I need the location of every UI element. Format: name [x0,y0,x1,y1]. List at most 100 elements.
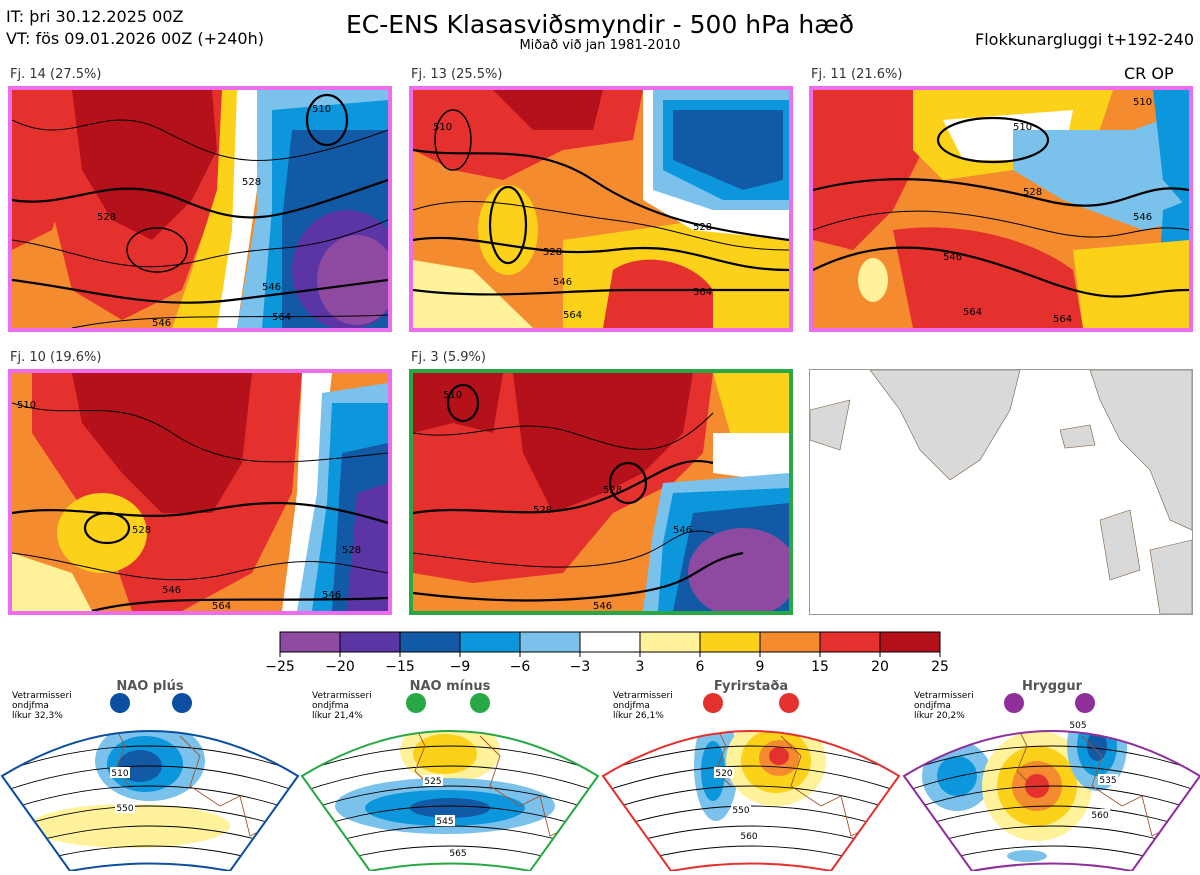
coastline [479,735,571,837]
contour-label-bg [435,815,455,826]
regime-contour-label: 560 [1091,811,1108,821]
contour-label-bg [731,804,751,815]
colorbar-segment [759,631,821,653]
contour-label: 528 [1023,187,1042,198]
valid-time: VT: fös 09.01.2026 00Z (+240h) [6,29,264,48]
contour-label-bg [1068,719,1088,730]
colorbar-segment [339,631,401,653]
british-isles-landmass [1099,509,1141,581]
colorbar-tick-label: −20 [325,659,355,675]
coastline [409,731,431,787]
contour-label: 564 [212,601,231,611]
scandinavia-landmass [1089,370,1192,531]
regime-dot [703,693,723,713]
contour-label-bg [1090,809,1110,820]
height-contour [12,402,388,463]
anomaly-field [673,110,783,190]
colorbar-segment [399,631,461,653]
cr-op-label: CR OP [1124,64,1174,83]
regime-season: Vetrarmisseri [914,691,974,701]
regime-dot [1075,693,1095,713]
regime-dot [406,693,426,713]
coastline [1011,731,1033,787]
coastline [780,735,872,837]
contour-label: 528 [342,545,361,556]
contour-label-bg [448,847,468,858]
page-subtitle: Miðað við jan 1981-2010 [519,38,681,53]
height-contour [12,119,388,161]
colorbar-tick-label: −15 [385,659,415,675]
contour-label: 546 [162,585,181,596]
regime-anomaly [937,756,977,796]
contour-label-bg [110,767,130,778]
land-outline [810,399,851,451]
regime-probability: líkur 26,1% [613,711,664,721]
regime-border [0,730,300,873]
colorbar-tick-label: −3 [570,659,591,675]
coastline [109,731,131,787]
regime-contour-label: 545 [436,817,453,827]
regime-contour [904,745,1200,777]
height-contour [413,530,714,568]
anomaly-field [713,433,789,483]
colorbar-tick-label: −9 [450,659,471,675]
colorbar-segment [519,631,581,653]
colorbar-tick-label: 25 [931,659,949,675]
panel-label-1: Fj. 14 (27.5%) [10,67,102,82]
regime-contour [2,785,298,817]
colorbar-tick-label: 9 [756,659,765,675]
run-info: IT: þri 30.12.2025 00Z VT: fös 09.01.202… [6,6,264,50]
colorbar: −25 −20 −15 −9 −6 −3 3 6 9 15 20 25 [0,630,1200,682]
anomaly-field [217,90,262,328]
panel-label-4: Fj. 10 (19.6%) [10,350,102,365]
colorbar-tick-label: −6 [510,659,531,675]
contour-label: 510 [1133,97,1152,108]
height-contour [12,278,388,304]
europe-landmass [1149,539,1192,614]
contour-label: 510 [1013,122,1032,133]
regime-season: Vetrarmisseri [12,691,72,701]
anomaly-field [603,259,713,328]
colorbar-segment [459,631,521,653]
anomaly-field [493,90,603,130]
height-contour [12,219,388,268]
regime-probability: líkur 21,4% [312,711,363,721]
regime-contour [2,745,298,777]
height-contour [434,109,472,171]
regime-anomaly [1007,850,1047,862]
regime-contour-label: 505 [1069,721,1086,731]
regime-anomaly [413,734,477,774]
height-contour [83,511,131,545]
height-contour [413,551,744,602]
anomaly-field [413,373,503,433]
height-contour [413,288,789,296]
regime-title: NAO mínus [410,679,491,694]
height-contour [12,501,388,525]
anomaly-field [813,90,923,250]
regime-contour-label: 535 [1099,776,1116,786]
contour-label-bg [739,830,759,841]
contour-label-bg [115,802,135,813]
coastline [1081,735,1173,837]
contour-label: 510 [433,122,452,133]
anomaly-field [72,373,252,513]
contour-label: 528 [533,505,552,516]
regime-title: Fyrirstaða [714,679,788,694]
contour-label: 546 [943,252,962,263]
colorbar-segment [699,631,761,653]
cluster-map-2: 510 528 528 546 564 564 [409,86,793,332]
height-contour [91,596,388,611]
contour-label-bg [714,767,734,778]
colorbar-segment [279,631,341,653]
colorbar-segment [639,631,701,653]
regime-contour [904,785,1200,817]
regime-mode: ondjfma [613,701,650,711]
cluster-map-5: 510 528 528 546 546 [409,369,793,615]
anomaly-field [317,235,388,325]
regime-contour-label: 560 [740,832,757,842]
regime-contour [904,765,1200,797]
regime-mode: ondjfma [914,701,951,711]
